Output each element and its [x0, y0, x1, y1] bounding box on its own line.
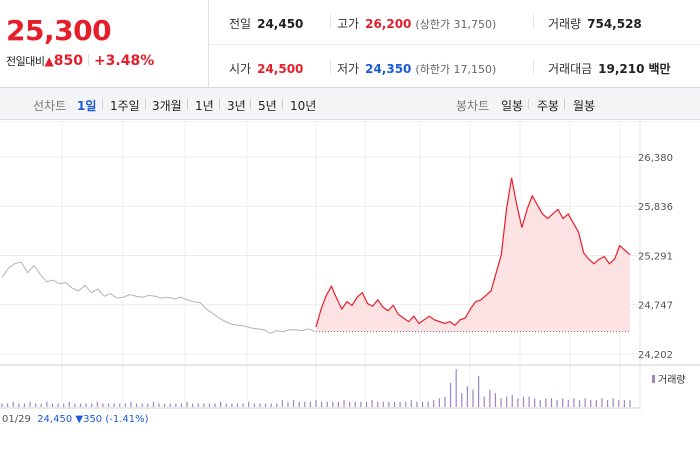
divider [209, 44, 700, 45]
period-5y[interactable]: 5년 [258, 99, 277, 113]
y-tick-label: 26,380 [638, 153, 673, 164]
divider [102, 99, 103, 109]
candle-chart-label: 봉차트 [456, 99, 490, 113]
volume-legend-swatch [652, 375, 655, 383]
divider [250, 99, 251, 109]
prev-day-change: 350 [83, 414, 103, 425]
trade-value-label: 거래대금 [548, 62, 593, 76]
y-tick-label: 25,836 [638, 202, 673, 213]
candle-monthly[interactable]: 월봉 [573, 99, 596, 113]
y-tick-label: 24,747 [638, 301, 673, 312]
open-label: 시가 [229, 62, 252, 76]
divider [528, 99, 529, 109]
period-1w[interactable]: 1주일 [110, 99, 140, 113]
prev-close-stat: 전일 24,450 [229, 15, 303, 32]
trade-value-unit: 백만 [648, 62, 671, 76]
high-value: 26,200 [365, 17, 412, 31]
prev-day-date: 01/29 [2, 414, 31, 425]
candle-daily[interactable]: 일봉 [501, 99, 524, 113]
divider [87, 54, 89, 66]
divider [145, 99, 146, 109]
high-stat: 고가 26,200 (상한가 31,750) [337, 15, 496, 32]
prev-close-value: 24,450 [257, 17, 304, 31]
divider [330, 14, 331, 28]
volume-stat: 거래량 754,528 [548, 15, 642, 32]
chart-toolbar: 선차트 1일 1주일 3개월 1년 3년 5년 10년 봉차트 일봉 주봉 월봉 [0, 88, 700, 120]
intraday-price-chart[interactable]: 26,38025,83625,29124,74724,202거래량01/3010… [0, 121, 700, 411]
trade-value-value: 19,210 [598, 62, 645, 76]
open-stat: 시가 24,500 [229, 60, 303, 77]
low-stat: 저가 24,350 (하한가 17,150) [337, 60, 496, 77]
current-price-box: 25,300 전일대비▲850 +3.48% [0, 0, 209, 88]
low-value: 24,350 [365, 62, 412, 76]
prev-day-close: 24,450 [37, 414, 73, 425]
volume-value: 754,528 [587, 17, 642, 31]
divider [219, 99, 220, 109]
previous-day-price-line [1, 261, 316, 334]
change-row: 전일대비▲850 +3.48% [6, 53, 154, 69]
change-label: 전일대비 [6, 55, 45, 68]
trade-value-stat: 거래대금 19,210 백만 [548, 60, 671, 77]
y-tick-label: 25,291 [638, 252, 673, 263]
period-3m[interactable]: 3개월 [152, 99, 182, 113]
divider [282, 99, 283, 109]
change-value: 850 [53, 53, 83, 69]
period-1d[interactable]: 1일 [77, 99, 97, 113]
volume-legend-label: 거래량 [658, 374, 686, 386]
divider [187, 99, 188, 109]
divider [330, 60, 331, 74]
price-area-fill [316, 177, 630, 332]
line-chart-label: 선차트 [33, 99, 67, 113]
period-1y[interactable]: 1년 [195, 99, 214, 113]
divider [533, 60, 534, 74]
current-price: 25,300 [6, 14, 112, 47]
upper-limit: (상한가 31,750) [415, 18, 497, 31]
low-label: 저가 [337, 62, 360, 76]
prev-day-percent: (-1.41%) [105, 414, 149, 425]
y-tick-label: 24,202 [638, 350, 673, 361]
period-10y[interactable]: 10년 [290, 99, 317, 113]
divider [533, 14, 534, 28]
lower-limit: (하한가 17,150) [415, 63, 497, 76]
previous-day-info: 01/29 24,450 ▼350 (-1.41%) [2, 414, 149, 425]
open-value: 24,500 [257, 62, 304, 76]
down-triangle-icon: ▼ [75, 414, 84, 425]
candle-weekly[interactable]: 주봉 [537, 99, 560, 113]
high-label: 고가 [337, 17, 360, 31]
price-summary: 25,300 전일대비▲850 +3.48% 전일 24,450 고가 26,200(… [0, 0, 700, 88]
current-day-price-line [315, 177, 631, 328]
divider [564, 99, 565, 109]
change-percent: +3.48% [93, 53, 155, 69]
period-3y[interactable]: 3년 [227, 99, 246, 113]
volume-label: 거래량 [548, 17, 582, 31]
prev-close-label: 전일 [229, 17, 252, 31]
up-triangle-icon: ▲ [44, 54, 54, 68]
